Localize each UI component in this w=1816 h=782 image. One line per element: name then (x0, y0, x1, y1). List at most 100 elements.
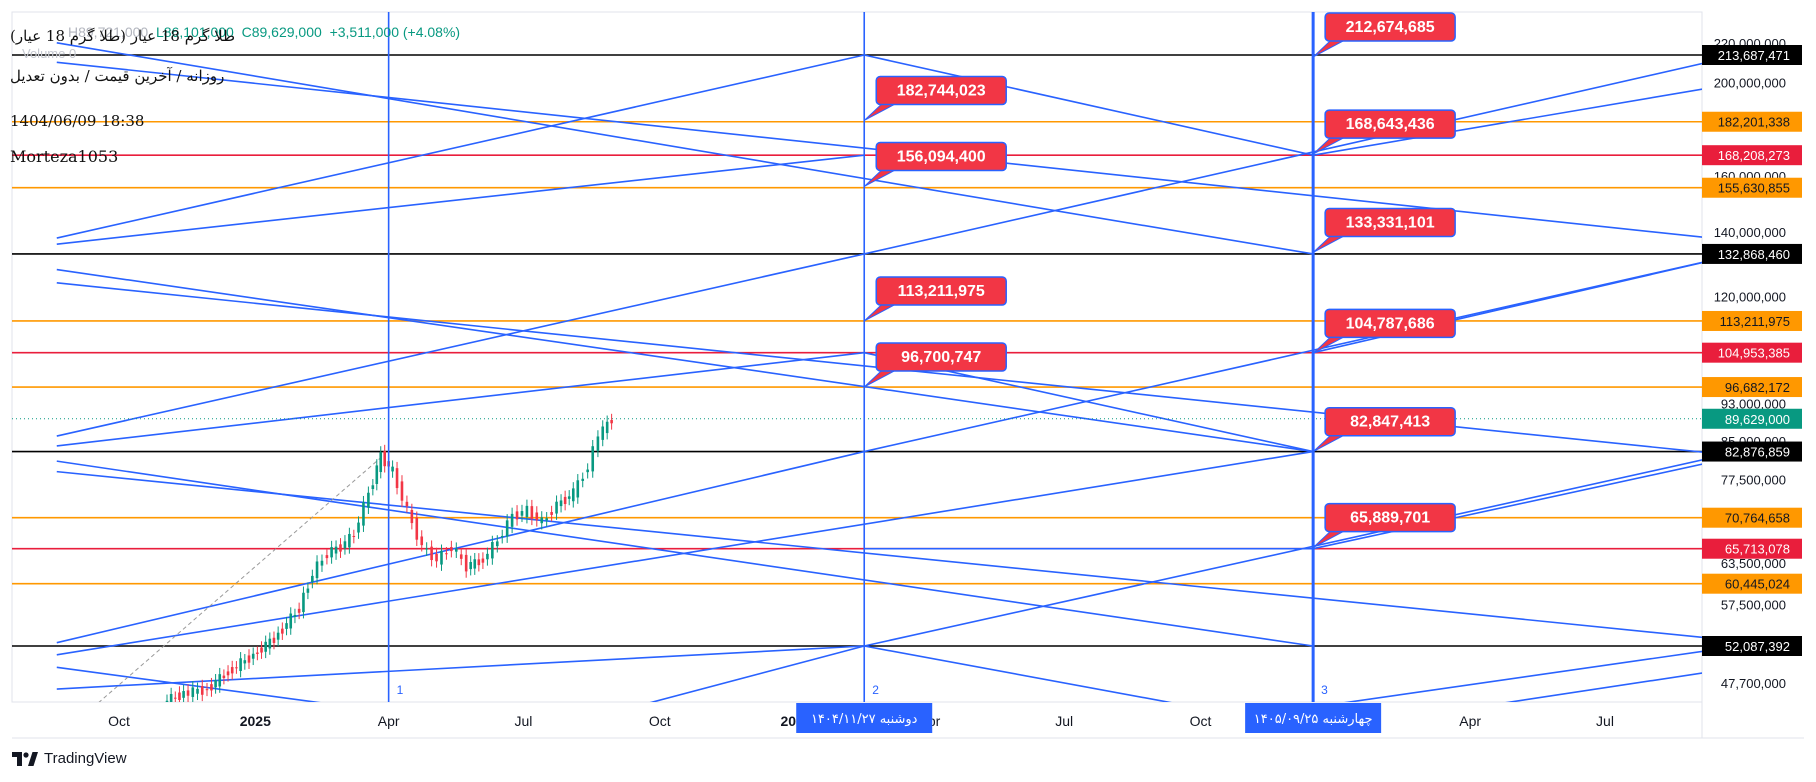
candle-body (348, 533, 351, 548)
candle-body (559, 500, 563, 507)
candle-body (563, 496, 567, 505)
trend-line (649, 645, 865, 702)
candle-body (505, 520, 509, 537)
candle-body (395, 468, 399, 489)
candle-body (535, 512, 539, 521)
callout-label: 96,700,747 (901, 349, 981, 366)
ohlc-high: H89,721,000 (68, 24, 149, 40)
candle-body (343, 541, 347, 549)
level-price-badge-bg (1702, 342, 1802, 363)
callout-box (1324, 308, 1456, 339)
trend-line (56, 470, 1702, 639)
x-tick-label: Jul (1596, 713, 1614, 729)
candle-body (306, 588, 310, 593)
candle-body (530, 506, 534, 519)
author-name: Morteza1053 (10, 147, 119, 166)
candle-body (400, 481, 404, 501)
candle-body (210, 684, 213, 691)
trend-line (56, 351, 865, 447)
price-callout: 182,744,023 (863, 75, 1007, 121)
candle-body (222, 675, 226, 679)
candle-body (481, 558, 485, 563)
candle-body (205, 689, 209, 691)
level-price-badge: 52,087,392 (1725, 639, 1790, 654)
chart-settings-label: روزانه / آخرین قیمت / بدون تعدیل (10, 67, 225, 85)
candle-body (591, 446, 595, 472)
volume-label: Volume 0 (22, 46, 77, 61)
y-tick-label: 77,500,000 (1721, 473, 1786, 488)
trend-line (864, 459, 1702, 647)
callout-label: 104,787,686 (1346, 315, 1435, 332)
x-tick-label: Oct (108, 713, 130, 729)
candle-body (469, 562, 472, 570)
tradingview-brand[interactable]: TradingView (12, 750, 127, 767)
candle-body (196, 688, 199, 694)
candle-body (235, 667, 238, 669)
tradingview-logo-icon (12, 751, 38, 766)
guide-dashed-line (98, 455, 384, 702)
candle-body (362, 502, 365, 526)
candle-body (311, 575, 314, 582)
candle-body (491, 541, 494, 559)
candle-body (581, 478, 585, 481)
candle-body (473, 559, 477, 569)
symbol-title[interactable]: (طلا گرم 18 عیار (طلا گرم 18 عیار (10, 27, 236, 45)
candle-body (260, 647, 263, 653)
price-callout: 104,787,686 (1312, 308, 1456, 354)
level-price-badge: 132,868,460 (1718, 247, 1790, 262)
x-tick-label: Oct (649, 713, 671, 729)
callout-box (1324, 12, 1456, 42)
candle-body (445, 553, 448, 555)
price-callout: 65,889,701 (1312, 502, 1456, 549)
last-price-badge: 89,629,000 (1725, 412, 1790, 427)
callout-box (1324, 502, 1456, 533)
ohlc-close: C89,629,000 (241, 24, 322, 40)
vertical-line-number: 3 (1321, 683, 1328, 697)
candle-body (601, 426, 605, 440)
trend-line (1505, 672, 1702, 702)
candle-body (169, 694, 173, 702)
level-price-badge: 82,876,859 (1725, 445, 1790, 460)
candle-body (375, 465, 379, 484)
y-tick-label: 93,000,000 (1721, 396, 1786, 411)
candle-body (285, 623, 288, 629)
candle-body (243, 660, 247, 664)
trend-line (1343, 650, 1702, 702)
candle-body (289, 613, 293, 629)
candle-body (251, 653, 255, 659)
x-tick-label: Jul (515, 713, 533, 729)
trend-line (56, 42, 1314, 255)
last-price-badge-bg (1702, 408, 1802, 429)
candle-body (218, 674, 222, 687)
level-price-badge-bg (1702, 441, 1802, 462)
trend-line (864, 54, 1314, 156)
callout-label: 133,331,101 (1346, 214, 1435, 231)
trend-line (56, 253, 865, 437)
price-callout: 96,700,747 (863, 342, 1007, 388)
callout-pointer (863, 369, 897, 388)
candle-body (425, 548, 428, 550)
candle-body (297, 608, 301, 613)
candle-body (435, 553, 438, 562)
level-price-badge: 168,208,273 (1718, 148, 1790, 163)
level-price-badge-bg (1702, 573, 1802, 594)
candle-body (339, 544, 342, 552)
candle-body (550, 512, 553, 515)
candle-body (247, 655, 251, 663)
candle-body (555, 501, 558, 514)
callout-box (875, 141, 1007, 172)
price-callout: 133,331,101 (1312, 207, 1456, 253)
candle-body (214, 680, 217, 688)
trend-line (56, 460, 1314, 647)
candle-body (371, 485, 375, 490)
candle-body (256, 652, 259, 654)
callout-pointer (863, 102, 897, 121)
candle-body (540, 517, 544, 524)
candle-body (268, 638, 272, 649)
level-price-badge-bg (1702, 45, 1802, 65)
level-price-badge-bg (1702, 111, 1802, 132)
level-price-badge: 60,445,024 (1725, 577, 1790, 592)
candle-body (293, 614, 297, 617)
